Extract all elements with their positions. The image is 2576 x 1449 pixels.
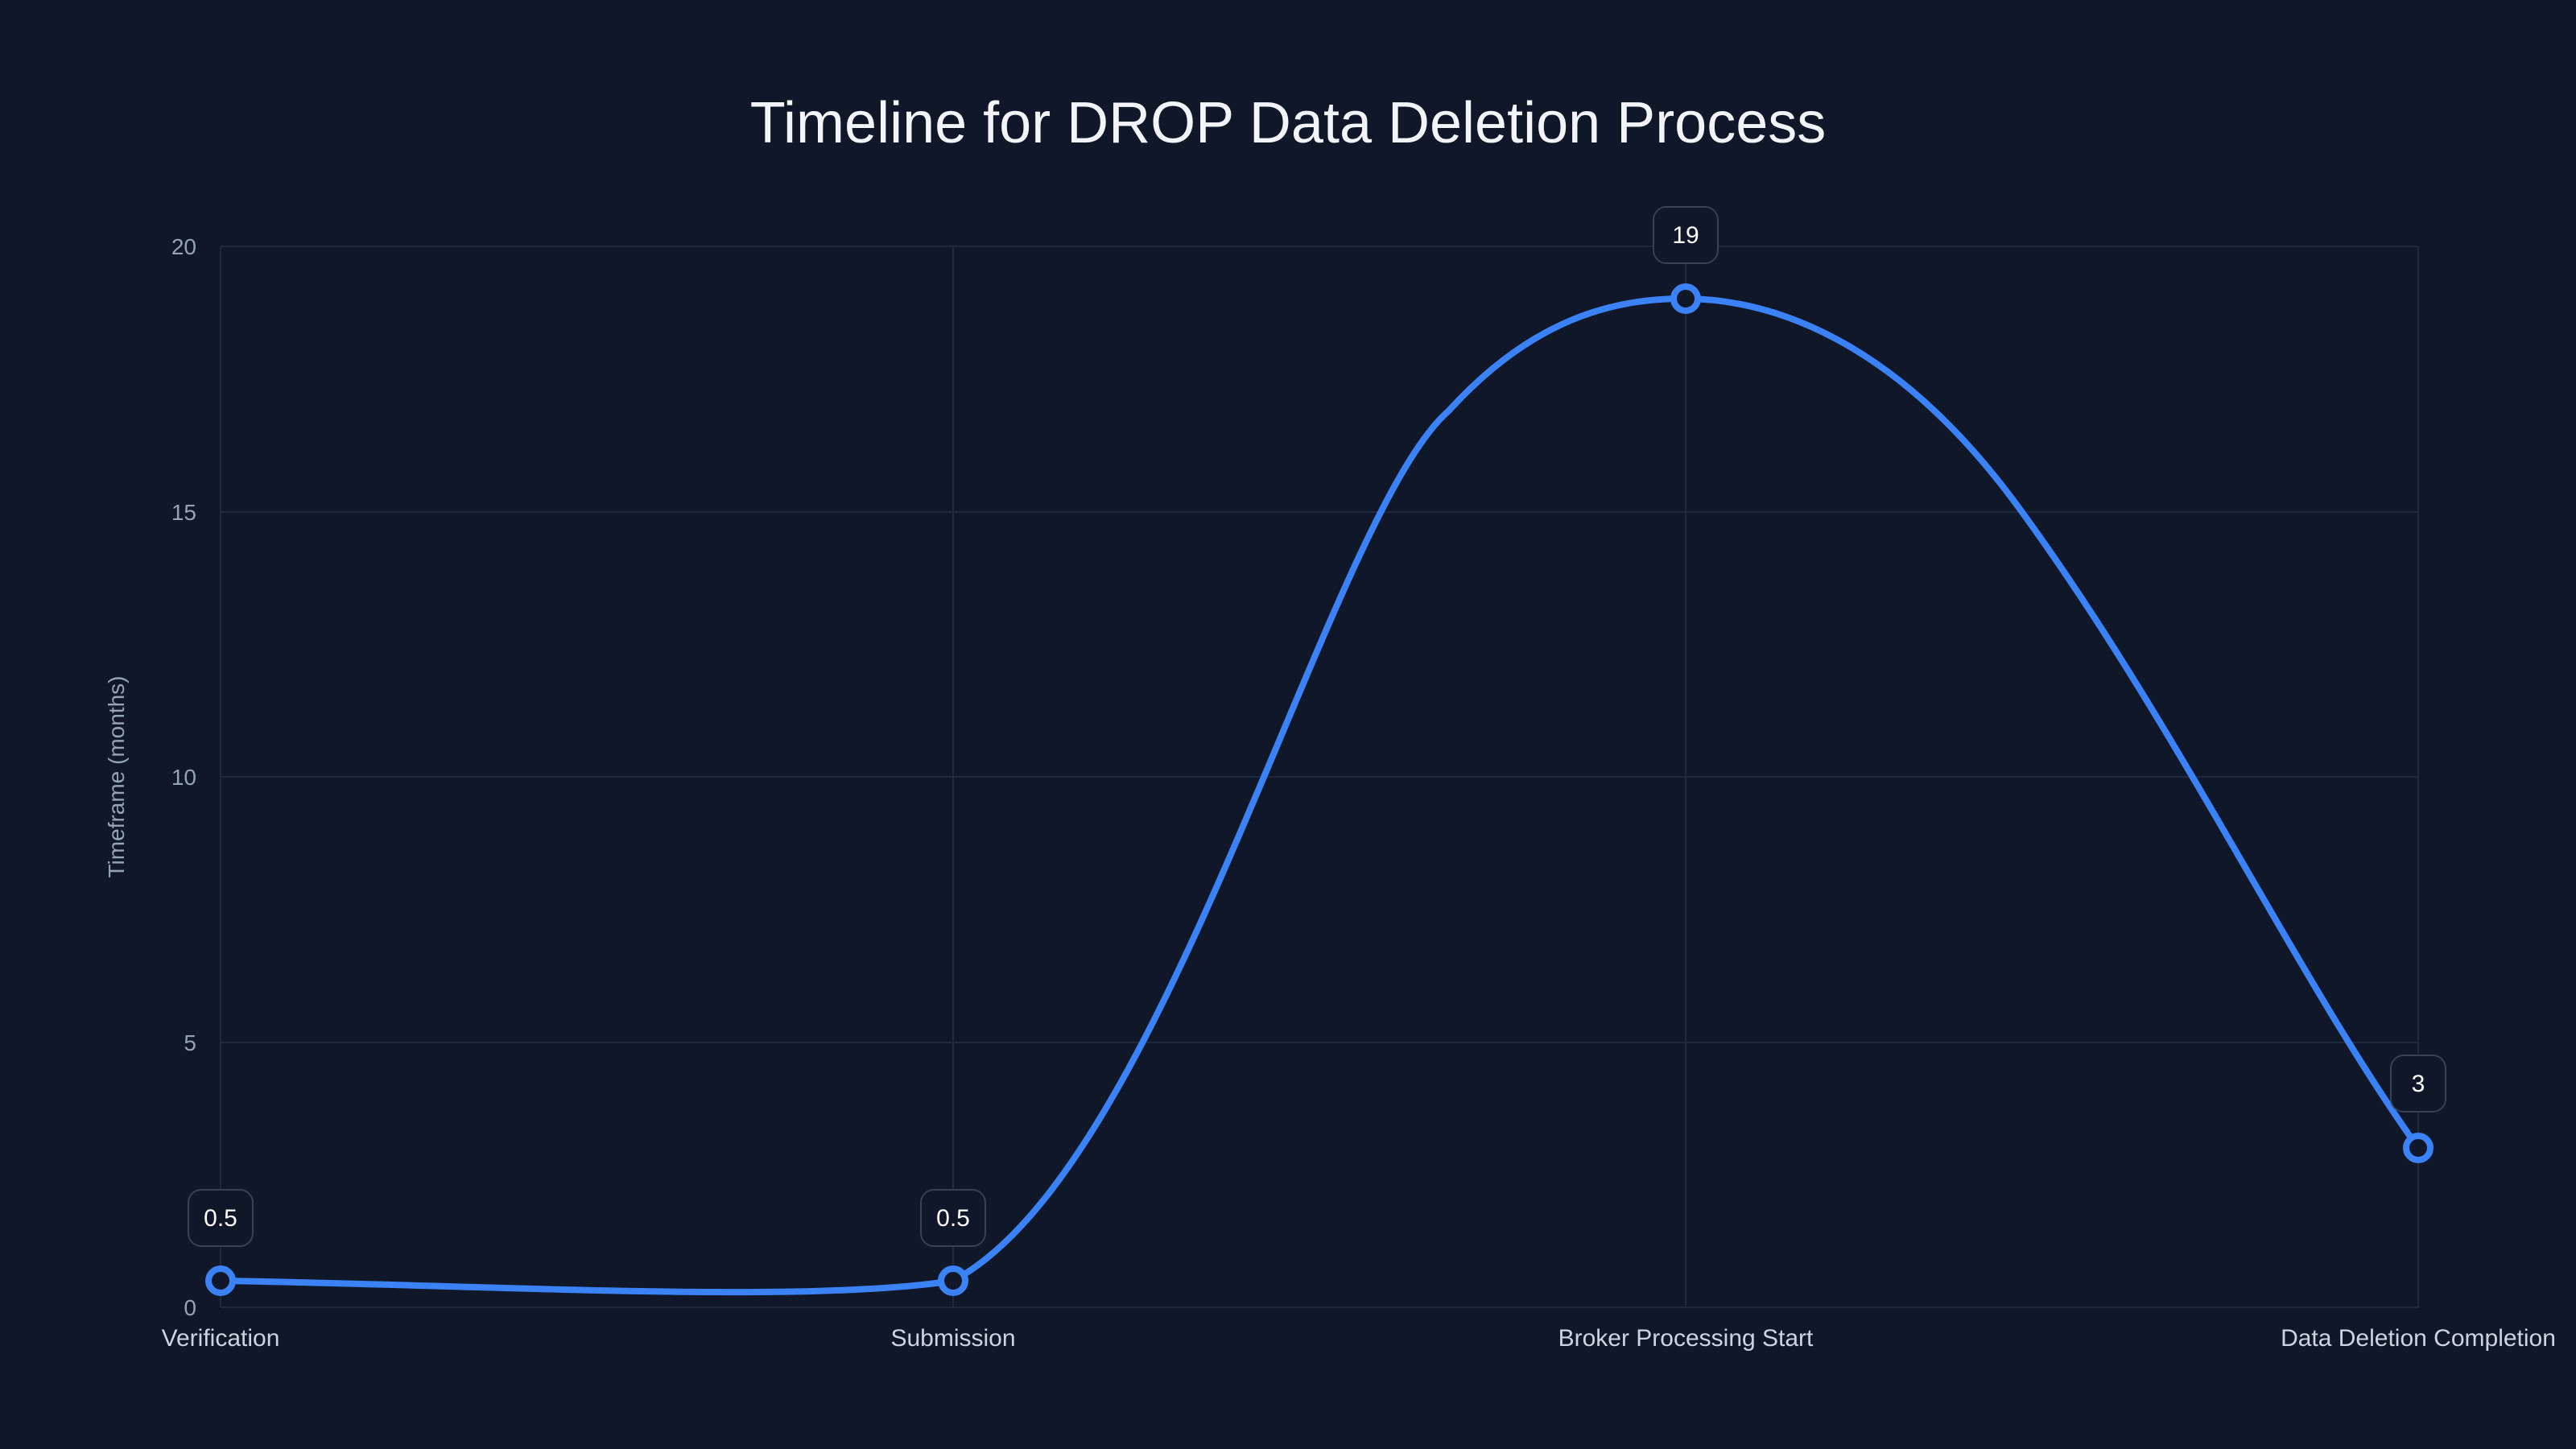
y-axis-label: Timeframe (months) [104,675,129,877]
data-label: 19 [1672,222,1699,249]
y-tick: 15 [171,500,196,525]
x-tick: Submission [890,1325,1015,1352]
y-tick: 0 [184,1295,196,1320]
data-label: 0.5 [204,1205,237,1232]
data-point[interactable] [938,1265,968,1296]
data-label: 0.5 [936,1205,970,1232]
x-tick: Data Deletion Completion [2281,1325,2556,1352]
x-tick: Verification [162,1325,280,1352]
data-point[interactable] [1670,283,1701,314]
y-tick: 20 [171,234,196,259]
y-axis: 20 15 10 5 0 [171,234,196,1320]
x-axis: Verification Submission Broker Processin… [162,1325,2556,1352]
data-point[interactable] [205,1265,236,1296]
data-point[interactable] [2403,1133,2434,1163]
grid [220,246,2419,1308]
y-tick: 5 [184,1030,196,1055]
data-label: 3 [2412,1071,2425,1097]
y-tick: 10 [171,765,196,790]
x-tick: Broker Processing Start [1558,1325,1814,1352]
chart-title: Timeline for DROP Data Deletion Process [749,91,1827,155]
series-line [217,295,2421,1296]
markers [205,283,2434,1296]
data-labels: 0.5 0.5 19 3 [188,206,2446,1247]
